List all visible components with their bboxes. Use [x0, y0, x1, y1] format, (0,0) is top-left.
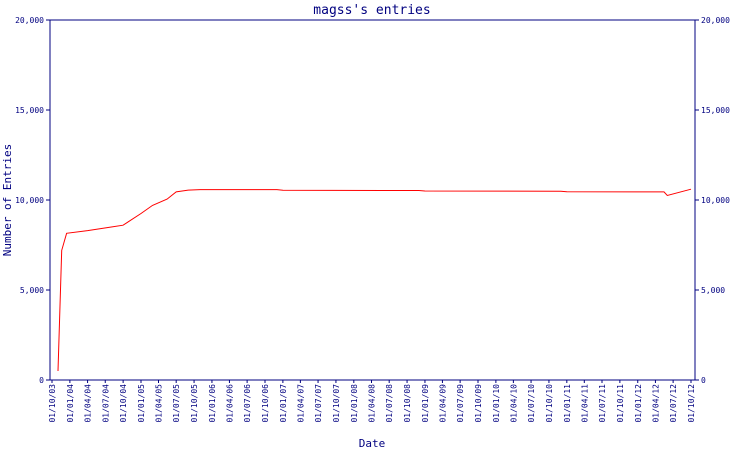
y-axis-label: Number of Entries [1, 144, 14, 257]
y-tick-label-left: 20,000 [15, 16, 44, 25]
y-ticks-right: 0 5,000 10,000 15,000 20,000 [695, 16, 730, 385]
x-tick-label: 01/04/10 [509, 384, 518, 423]
x-ticks: 01/10/03 01/01/04 01/04/04 01/07/04 01/10/04… [48, 380, 696, 423]
x-tick-label: 01/01/07 [279, 384, 288, 423]
y-tick-label-left: 10,000 [15, 196, 44, 205]
x-tick-label: 01/10/04 [119, 384, 128, 423]
plot-frame [49, 19, 696, 381]
x-tick-label: 01/04/11 [580, 384, 589, 423]
y-tick-label-right: 15,000 [701, 106, 730, 115]
x-tick-label: 01/01/09 [421, 384, 430, 423]
x-tick-label: 01/10/11 [616, 384, 625, 423]
x-tick-label: 01/10/10 [545, 384, 554, 423]
x-tick-label: 01/01/10 [492, 384, 501, 423]
x-tick-label: 01/10/05 [190, 384, 199, 423]
y-tick-label-left: 0 [39, 376, 44, 385]
x-tick-label: 01/10/12 [687, 384, 696, 423]
series-line [57, 188, 692, 372]
x-tick-label: 01/10/03 [48, 384, 57, 423]
y-tick-label-left: 15,000 [15, 106, 44, 115]
x-tick-label: 01/01/04 [66, 384, 75, 423]
y-tick-label-right: 0 [701, 376, 706, 385]
x-tick-label: 01/04/09 [438, 384, 447, 423]
y-tick-label-right: 20,000 [701, 16, 730, 25]
x-tick-label: 01/01/12 [634, 384, 643, 423]
x-tick-label: 01/10/07 [332, 384, 341, 423]
x-tick-label: 01/10/06 [261, 384, 270, 423]
chart-title: magss's entries [313, 3, 430, 18]
x-tick-label: 01/01/05 [137, 384, 146, 423]
x-tick-label: 01/07/09 [456, 384, 465, 423]
x-tick-label: 01/07/10 [527, 384, 536, 423]
y-ticks-left: 0 5,000 10,000 15,000 20,000 [15, 16, 50, 385]
x-tick-label: 01/07/07 [314, 384, 323, 423]
x-tick-label: 01/10/08 [403, 384, 412, 423]
series-group [57, 188, 692, 372]
y-tick-label-right: 10,000 [701, 196, 730, 205]
x-tick-label: 01/10/09 [474, 384, 483, 423]
x-tick-label: 01/07/06 [243, 384, 252, 423]
y-tick-label-left: 5,000 [20, 286, 44, 295]
x-tick-label: 01/01/06 [208, 384, 217, 423]
x-tick-label: 01/07/08 [385, 384, 394, 423]
x-tick-label: 01/07/04 [101, 384, 110, 423]
x-tick-label: 01/04/08 [368, 384, 377, 423]
x-tick-label: 01/04/05 [155, 384, 164, 423]
x-tick-label: 01/04/12 [651, 384, 660, 423]
x-tick-label: 01/07/11 [598, 384, 607, 423]
y-tick-label-right: 5,000 [701, 286, 725, 295]
x-tick-label: 01/07/12 [669, 384, 678, 423]
x-axis-label: Date [359, 437, 386, 450]
x-tick-label: 01/04/04 [84, 384, 93, 423]
x-tick-label: 01/04/07 [296, 384, 305, 423]
x-tick-label: 01/01/08 [350, 384, 359, 423]
x-tick-label: 01/04/06 [225, 384, 234, 423]
x-tick-label: 01/07/05 [172, 384, 181, 423]
x-tick-label: 01/01/11 [563, 384, 572, 423]
